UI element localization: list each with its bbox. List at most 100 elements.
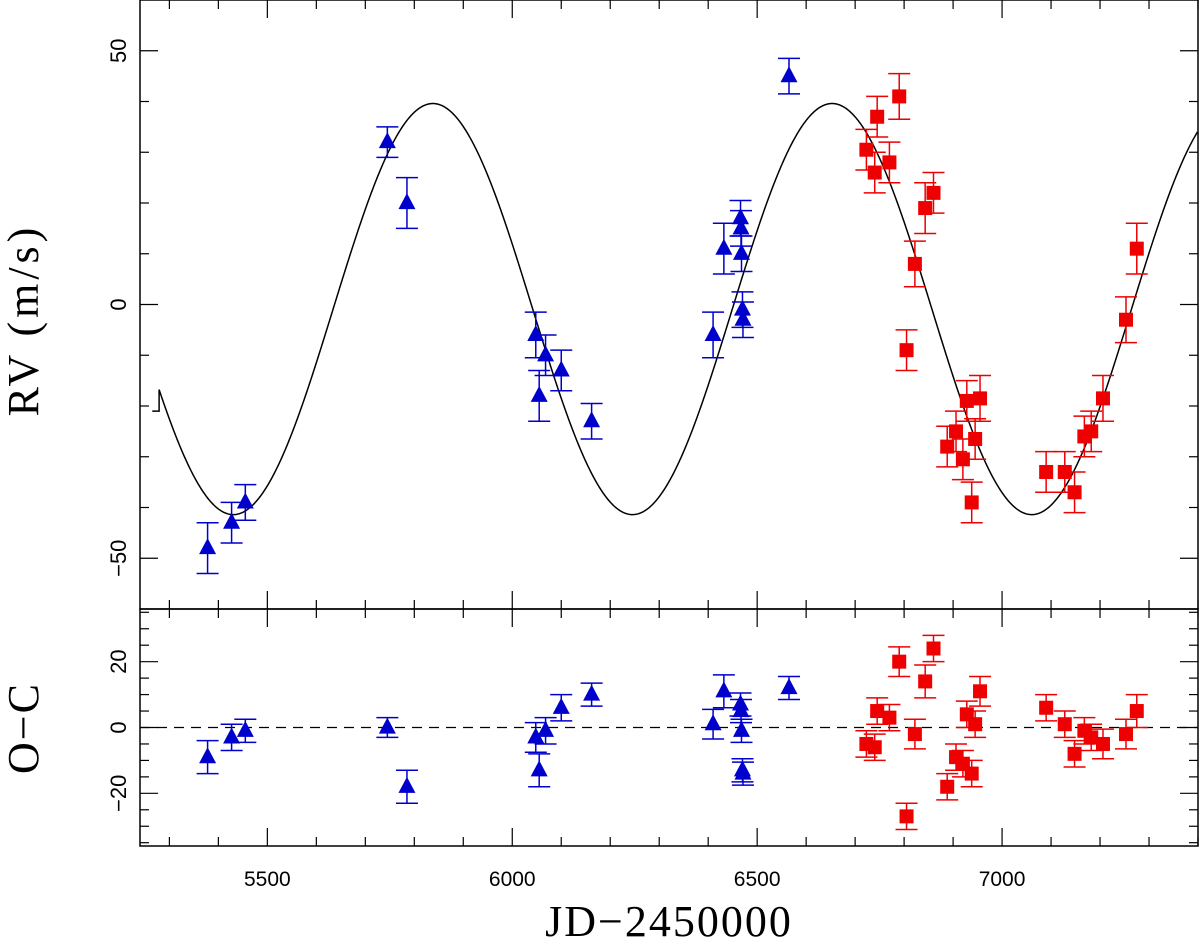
- triangle-data-point: [196, 739, 219, 775]
- y-tick-label: −50: [106, 540, 131, 577]
- square-marker: [1129, 704, 1144, 719]
- square-data-point: [1063, 471, 1086, 514]
- triangle-data-point: [376, 126, 399, 159]
- triangle-marker: [734, 309, 752, 326]
- square-data-point: [964, 417, 987, 461]
- square-marker: [1118, 727, 1133, 742]
- triangle-data-point: [778, 57, 801, 95]
- square-data-point: [1125, 693, 1148, 729]
- square-marker: [1129, 241, 1144, 256]
- x-tick-label: 6000: [489, 868, 536, 891]
- triangle-data-point: [778, 675, 801, 701]
- triangle-marker: [378, 132, 396, 149]
- triangle-marker: [527, 325, 545, 342]
- square-data-point: [914, 664, 937, 699]
- triangle-marker: [223, 512, 241, 529]
- triangle-data-point: [712, 222, 735, 275]
- square-data-point: [914, 181, 937, 235]
- square-marker: [867, 740, 882, 755]
- triangle-data-point: [580, 682, 603, 707]
- square-data-point: [878, 703, 901, 732]
- square-data-point: [888, 72, 911, 121]
- triangle-marker: [223, 727, 241, 744]
- x-axis-ticks: 5500 6000 6500 7000: [168, 0, 1199, 891]
- square-data-point: [1053, 710, 1076, 739]
- x-tick-label: 5500: [244, 868, 291, 891]
- square-data-point: [922, 171, 945, 214]
- triangle-data-point: [731, 301, 754, 339]
- triangle-data-point: [220, 723, 243, 752]
- square-marker: [955, 452, 970, 467]
- square-marker: [870, 109, 885, 124]
- rv-y-axis-label: RV (m/s): [0, 224, 48, 417]
- triangle-marker: [398, 193, 416, 210]
- square-marker: [1118, 312, 1133, 327]
- square-data-point: [969, 675, 992, 707]
- square-marker: [907, 727, 922, 742]
- triangle-data-point: [534, 716, 557, 745]
- square-data-point: [895, 802, 918, 831]
- triangle-marker: [552, 697, 570, 714]
- triangle-marker: [398, 776, 416, 793]
- triangle-marker: [704, 714, 722, 731]
- triangle-data-point: [528, 753, 551, 788]
- square-data-point: [1080, 410, 1103, 453]
- y-tick-label: 0: [106, 721, 131, 733]
- square-data-point: [945, 410, 968, 453]
- square-data-point: [1035, 450, 1058, 494]
- triangle-data-point: [580, 402, 603, 440]
- rv-axis-ticks: −50 0 50: [106, 39, 1198, 577]
- square-marker: [949, 424, 964, 439]
- triangle-marker: [552, 360, 570, 377]
- triangle-marker: [732, 720, 750, 737]
- square-marker: [867, 165, 882, 180]
- square-marker: [1039, 700, 1054, 715]
- triangle-marker: [715, 681, 733, 698]
- triangle-marker: [732, 218, 750, 235]
- square-data-point: [888, 646, 911, 678]
- square-data-point: [936, 425, 959, 468]
- square-data-point: [969, 374, 992, 422]
- triangle-data-point: [534, 334, 557, 377]
- y-tick-label: 20: [106, 649, 131, 673]
- square-data-point: [903, 240, 926, 288]
- square-marker: [892, 89, 907, 104]
- y-tick-label: 50: [106, 39, 131, 63]
- triangle-marker: [236, 720, 254, 737]
- triangle-marker: [583, 684, 601, 701]
- square-marker: [940, 779, 955, 794]
- square-data-point: [1091, 374, 1114, 422]
- triangle-marker: [732, 243, 750, 260]
- triangle-marker: [530, 760, 548, 777]
- square-marker: [968, 717, 983, 732]
- square-data-point: [1080, 723, 1103, 752]
- square-marker: [870, 704, 885, 719]
- x-tick-label: 7000: [979, 868, 1026, 891]
- square-data-point: [878, 141, 901, 184]
- residual-y-axis-label: O−C: [0, 682, 48, 774]
- square-marker: [973, 391, 988, 406]
- square-marker: [918, 674, 933, 689]
- square-data-point: [1063, 739, 1086, 768]
- triangle-marker: [780, 66, 798, 83]
- square-marker: [907, 256, 922, 271]
- rv-panel-frame: [139, 0, 1199, 610]
- square-data-point: [1114, 718, 1137, 750]
- square-marker: [940, 439, 955, 454]
- square-data-point: [960, 481, 983, 524]
- square-data-point: [964, 710, 987, 739]
- triangle-data-point: [730, 718, 753, 744]
- square-marker: [1067, 485, 1082, 500]
- square-marker: [1039, 464, 1054, 479]
- y-tick-label: 0: [106, 298, 131, 310]
- square-marker: [882, 710, 897, 725]
- triangle-marker: [734, 763, 752, 780]
- triangle-marker: [715, 238, 733, 255]
- square-marker: [859, 142, 874, 157]
- triangle-data-point: [196, 521, 219, 575]
- triangle-marker: [530, 385, 548, 402]
- square-marker: [959, 393, 974, 408]
- y-tick-label: −20: [106, 775, 131, 812]
- square-marker: [882, 155, 897, 170]
- square-marker: [1057, 717, 1072, 732]
